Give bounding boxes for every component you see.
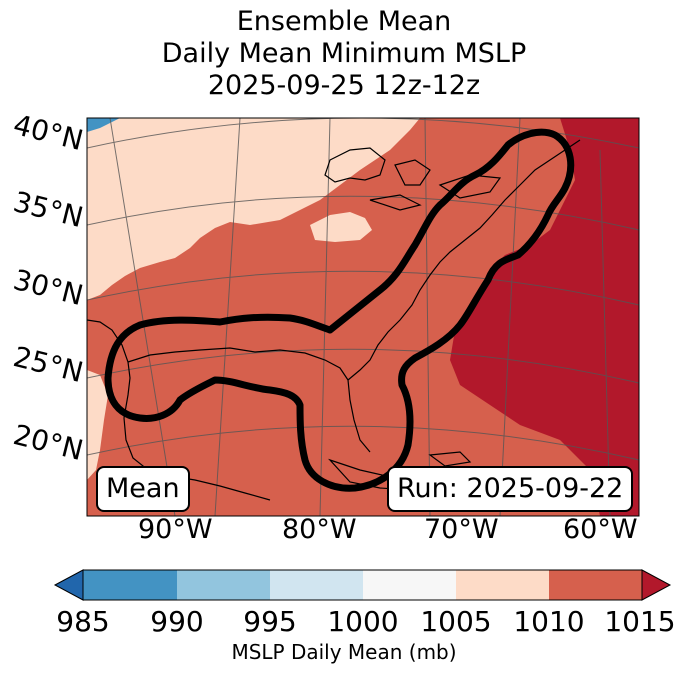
colorbar-frame	[82, 569, 643, 601]
run-date-box: Run: 2025-09-22	[387, 466, 634, 512]
field-1005-1010-north	[87, 118, 420, 300]
colorbar-bin-1000-1005	[363, 570, 456, 600]
lon-label-60w: 60°W	[563, 514, 638, 545]
colorbar-extend-high	[641, 569, 672, 601]
colorbar-extend-low	[53, 569, 84, 601]
colorbar-bin-1005-1010	[456, 570, 549, 600]
colorbar-bin-1010-1015	[549, 570, 642, 600]
title-line-1: Ensemble Mean	[236, 6, 452, 37]
title-line-2: Daily Mean Minimum MSLP	[161, 38, 527, 69]
mslp-contour	[104, 128, 575, 492]
title-line-3: 2025-09-25 12z-12z	[207, 70, 481, 101]
colorbar-tick-1000: 1000	[327, 605, 399, 638]
field-low-corner	[87, 118, 120, 132]
map-frame	[86, 117, 640, 517]
colorbar-tick-1015: 1015	[604, 605, 676, 638]
colorbar-tick-990: 990	[150, 605, 204, 638]
mean-label-box: Mean	[96, 466, 190, 512]
colorbar-tick-1005: 1005	[420, 605, 492, 638]
lon-label-70w: 70°W	[424, 514, 499, 545]
graticule	[87, 118, 639, 516]
colorbar-bin-990-995	[177, 570, 270, 600]
colorbar-label: MSLP Daily Mean (mb)	[231, 640, 457, 664]
field-1005-1010-patch	[310, 212, 372, 242]
colorbar-bin-985-990	[83, 570, 177, 600]
coastlines	[87, 139, 581, 501]
colorbar-tick-985: 985	[56, 605, 110, 638]
colorbar-tick-1010: 1010	[513, 605, 585, 638]
colorbar-tick-995: 995	[243, 605, 297, 638]
colorbar-bin-995-1000	[270, 570, 363, 600]
field-above-1015	[450, 118, 639, 516]
lon-label-80w: 80°W	[282, 514, 357, 545]
field-1005-1010-west	[87, 370, 108, 480]
lon-label-90w: 90°W	[138, 514, 213, 545]
